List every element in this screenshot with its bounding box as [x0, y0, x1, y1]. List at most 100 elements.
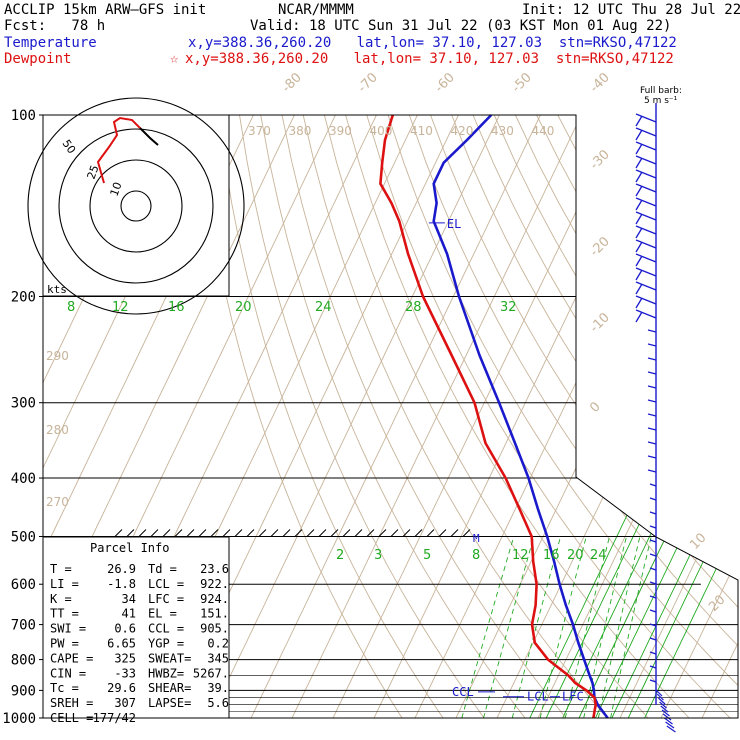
parcel-frame: [42, 536, 230, 719]
parcel-value: 0.6: [114, 622, 136, 636]
wind-barb: [664, 717, 673, 725]
moist-adiabat-line: [644, 296, 738, 718]
moist-adiabat-line: [611, 296, 738, 718]
pressure-tick-label: 1000: [2, 711, 36, 727]
theta-label: 380: [289, 124, 312, 138]
wind-barb: [647, 357, 657, 361]
mixing-ratio-line: [511, 536, 562, 718]
isotherm-label: 0: [587, 399, 603, 415]
mixing-ratio-line: [539, 536, 587, 718]
isotherm-line: [43, 115, 213, 718]
sounding-series: EL M CCL LCL LFC: [379, 114, 609, 719]
wind-barb: [647, 343, 657, 347]
parcel-value: 39.: [207, 681, 229, 695]
parcel-value: 307: [114, 696, 136, 710]
hodograph-ring-label: 10: [108, 180, 125, 198]
dry-adiabat-line: [345, 115, 690, 718]
wind-barb: [655, 689, 663, 697]
plot-frame: [42, 114, 739, 719]
mixing-ratio-label: 16: [543, 548, 560, 563]
wind-barb: [647, 455, 657, 459]
wind-barb: [649, 609, 657, 613]
theta-label: 370: [248, 124, 271, 138]
mixing-ratio-label: 8: [67, 300, 75, 315]
pressure-tick-label: 200: [11, 290, 36, 306]
hodograph-ring: [89, 159, 183, 253]
wind-barb: [635, 113, 657, 123]
wind-barb: [656, 693, 664, 701]
wind-barb-flag: [635, 185, 643, 197]
barb-legend-line1: Full barb:: [640, 86, 682, 96]
theta-label: 290: [46, 349, 69, 363]
wind-barb: [659, 701, 667, 709]
pressure-tick-label: 800: [11, 653, 36, 669]
wind-barbs: [635, 103, 676, 733]
wind-barb: [649, 581, 657, 585]
lcl-label: LCL: [527, 690, 549, 704]
barb-legend: Full barb: 5 m s⁻¹: [640, 86, 682, 106]
wind-barb: [657, 697, 666, 705]
wind-barb-flag: [635, 297, 643, 309]
parcel-label: SREH =: [50, 696, 93, 710]
wind-barb: [647, 329, 657, 333]
wind-barb: [635, 197, 657, 207]
mixing-ratio-line: [597, 536, 641, 718]
lfc-label: LFC: [562, 690, 584, 704]
pressure-tick-label: 300: [11, 396, 36, 412]
theta-label: 410: [410, 124, 433, 138]
parcel-value: 6.65: [107, 637, 136, 651]
dewpoint-location: x,y=388.36,260.20 lat,lon= 37.10, 127.03…: [185, 51, 674, 67]
parcel-title: Parcel Info: [90, 541, 169, 555]
wind-barb: [635, 239, 657, 249]
wind-barb: [665, 721, 675, 729]
isotherm-line: [250, 115, 541, 718]
wind-barb: [649, 539, 657, 543]
theta-label: 280: [46, 423, 69, 437]
dry-adiabat-line: [281, 115, 567, 718]
mixing-ratio-label: 12: [512, 548, 529, 563]
isotherm-label: 10: [687, 531, 709, 553]
wind-barb: [647, 441, 657, 445]
parcel-value: 325: [114, 651, 136, 665]
isotherm-label: -70: [355, 70, 381, 96]
wind-barb: [662, 713, 672, 721]
hodograph-ring: [27, 97, 245, 315]
wind-barb: [635, 211, 657, 221]
parcel-label: T =: [50, 562, 72, 576]
wind-barb: [635, 253, 657, 263]
pressure-tick-label: 400: [11, 471, 36, 487]
parcel-value: 29.6: [107, 681, 136, 695]
parcel-label: K =: [50, 592, 72, 606]
pressure-tick-label: 100: [11, 108, 36, 124]
mixing-ratio-label: 28: [405, 300, 422, 315]
parcel-value: 922.: [200, 577, 229, 591]
valid-time: Valid: 18 UTC Sun 31 Jul 22 (03 KST Mon …: [250, 18, 672, 34]
hodograph-ring: [58, 128, 214, 284]
theta-label: 440: [532, 124, 555, 138]
theta-label: 390: [329, 124, 352, 138]
wind-barb: [661, 709, 670, 717]
mixing-ratio-label: 16: [168, 300, 185, 315]
init-time: Init: 12 UTC Thu 28 Jul 22: [522, 2, 740, 18]
wind-barb: [635, 267, 657, 277]
barb-legend-line2: 5 m s⁻¹: [644, 96, 678, 106]
wind-barb-flag: [635, 199, 643, 211]
temperature-legend: Temperature: [4, 35, 97, 51]
pressure-tick-label: 600: [11, 577, 36, 593]
header: ACCLIP 15km ARW–GFS init NCAR/MMMM Init:…: [0, 0, 740, 70]
wind-barb: [649, 553, 657, 557]
hodograph-ring: [120, 190, 152, 222]
parcel-value: 0.2: [207, 637, 229, 651]
isotherm-label: 20: [706, 593, 728, 615]
wind-barb: [635, 309, 657, 319]
wind-barb: [649, 595, 657, 599]
isotherm-line: [414, 115, 705, 718]
parcel-value: -1.8: [107, 577, 136, 591]
mixing-ratio-line: [461, 536, 515, 718]
mixing-ratio-label: 20: [567, 548, 584, 563]
moist-adiabat-line: [562, 296, 738, 718]
wind-barb-flag: [635, 129, 643, 141]
isotherm-line: [455, 115, 738, 718]
theta-label: 400: [370, 124, 393, 138]
